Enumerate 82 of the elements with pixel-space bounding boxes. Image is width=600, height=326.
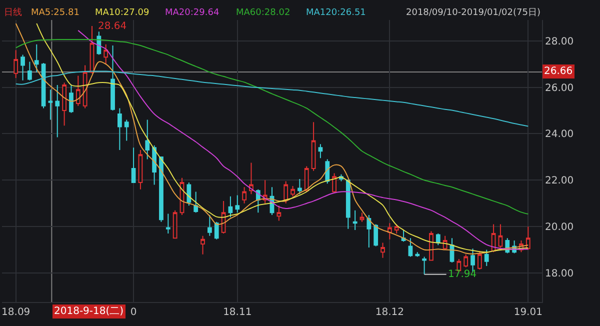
x-tick-label: 19.01 bbox=[514, 307, 542, 318]
candlestick bbox=[498, 224, 503, 248]
candlestick bbox=[436, 233, 440, 246]
candlestick bbox=[235, 194, 240, 214]
candlestick bbox=[332, 172, 336, 194]
text: MA60:28.02 bbox=[236, 8, 290, 18]
candlestick bbox=[422, 256, 426, 275]
candlestick bbox=[429, 230, 434, 261]
candlestick bbox=[366, 214, 372, 248]
candlestick bbox=[159, 156, 164, 222]
candlestick bbox=[76, 75, 80, 106]
candlestick bbox=[526, 226, 530, 250]
candlestick bbox=[484, 249, 489, 267]
candlestick bbox=[304, 166, 309, 192]
ref-line-label: 26.66 bbox=[544, 66, 573, 77]
annotation: 28.64 bbox=[98, 21, 127, 32]
candlestick bbox=[346, 180, 350, 230]
candlestick bbox=[131, 147, 136, 183]
candlestick bbox=[62, 82, 66, 126]
candlestick bbox=[284, 180, 288, 204]
y-tick-label: 18.00 bbox=[545, 268, 574, 280]
y-tick-label: 22.00 bbox=[545, 176, 574, 187]
candlestick bbox=[20, 54, 25, 81]
text: 日线 bbox=[4, 7, 22, 18]
candlestick bbox=[442, 235, 448, 250]
candlestick bbox=[48, 89, 53, 120]
candlestick bbox=[242, 186, 246, 204]
series-label: MA5:25.81 bbox=[31, 8, 80, 18]
candlestick bbox=[408, 238, 413, 258]
candlestick bbox=[55, 84, 60, 138]
candlestick bbox=[82, 64, 88, 109]
candlestick bbox=[380, 242, 385, 258]
candlestick bbox=[166, 213, 170, 234]
candlestick bbox=[145, 119, 150, 160]
annotation: 17.94 bbox=[448, 269, 477, 280]
x-tick-label: 18.12 bbox=[375, 307, 404, 318]
text: MA120:26.51 bbox=[306, 8, 366, 18]
candlestick bbox=[415, 252, 420, 258]
candlestick bbox=[388, 222, 392, 240]
x-tick-label: 0 bbox=[130, 307, 137, 318]
x-tick-label: 18.09 bbox=[2, 307, 30, 318]
candlestick bbox=[352, 210, 358, 231]
candlestick bbox=[172, 210, 178, 239]
text: 2018-9-18(二) bbox=[54, 306, 124, 317]
candlestick bbox=[311, 122, 316, 172]
candlestick bbox=[298, 178, 302, 195]
candlestick bbox=[394, 224, 399, 234]
x-tick-label: 18.11 bbox=[223, 307, 252, 318]
candlestick bbox=[28, 61, 32, 81]
candlestick bbox=[374, 224, 378, 247]
line-series bbox=[15, 38, 529, 215]
text: MA10:27.09 bbox=[95, 8, 150, 18]
candlestick bbox=[14, 50, 18, 79]
candlestick bbox=[478, 250, 482, 270]
candlestick bbox=[318, 144, 323, 159]
y-tick-label: 26.00 bbox=[545, 82, 574, 94]
candlestick bbox=[360, 212, 364, 222]
candlestick bbox=[186, 182, 192, 206]
candlestick bbox=[464, 254, 468, 268]
candlestick bbox=[208, 214, 212, 236]
candlestick bbox=[118, 108, 122, 150]
candlestick bbox=[124, 119, 129, 142]
candlestick bbox=[290, 185, 295, 197]
line-series bbox=[15, 70, 529, 127]
y-tick-label: 24.00 bbox=[545, 129, 574, 140]
candlestick bbox=[34, 44, 39, 73]
y-tick-label: 28.00 bbox=[545, 36, 574, 48]
candlestick bbox=[276, 205, 282, 222]
candlestick bbox=[138, 149, 143, 190]
candlestick bbox=[200, 235, 205, 255]
candlestick bbox=[69, 84, 74, 114]
candlestick bbox=[214, 221, 219, 240]
candlestick bbox=[104, 44, 108, 65]
candlestick bbox=[110, 45, 115, 112]
candlestick bbox=[90, 26, 94, 74]
candlestick bbox=[249, 162, 254, 195]
candlestick bbox=[228, 196, 233, 218]
candlestick bbox=[152, 144, 156, 186]
candlestick bbox=[194, 191, 198, 214]
text: MA20:29.64 bbox=[165, 8, 220, 18]
text: 2018/09/10-2019/01/02(75日) bbox=[406, 8, 540, 18]
y-tick-label: 20.00 bbox=[545, 222, 574, 234]
